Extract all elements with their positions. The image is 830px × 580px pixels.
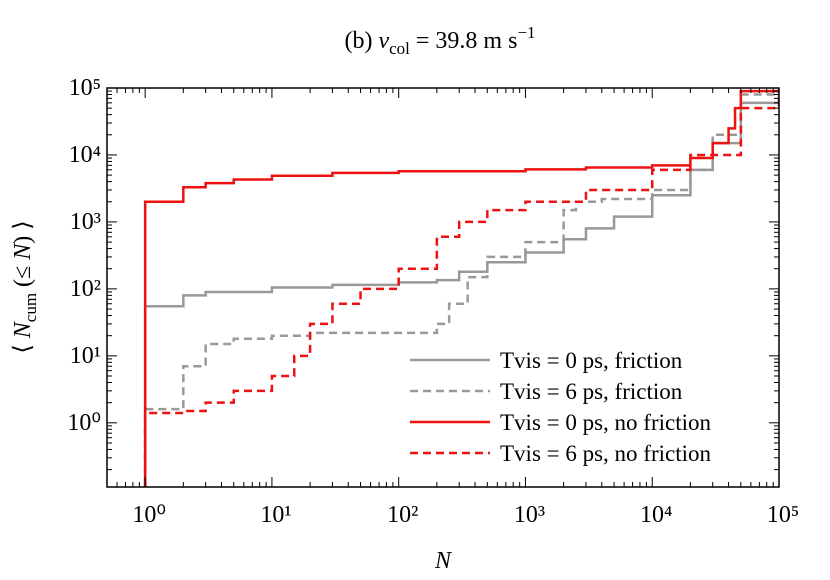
y-axis-label: ⟨ Ncum (≤ N) ⟩ [10,220,40,353]
ylabel-part: cum [21,293,40,322]
y-tick-label: 10⁰ [67,410,101,436]
title-part: col [389,39,410,58]
series-line [143,91,779,487]
series-line [143,94,779,487]
y-tick-label: 10¹ [70,343,101,369]
x-tick-label: 10¹ [260,502,291,528]
ylabel-part: ) ⟩ [10,220,36,243]
x-tick-label: 10⁵ [767,502,799,528]
chart-title: (b) vcol = 39.8 m s−1 [344,23,535,58]
x-tick-label: 10⁴ [640,502,672,528]
title-part: = 39.8 m s [410,28,518,54]
title-part: v [378,28,389,54]
series-line [143,91,779,487]
title-part: (b) [344,28,378,54]
y-tick-label: 10² [70,276,101,302]
legend-label: Tvis = 0 ps, no friction [500,410,712,435]
x-tick-label: 10³ [514,502,545,528]
ylabel-part: N [10,320,36,339]
series-line [143,88,779,487]
ylabel-part: N [10,242,36,261]
y-tick-label: 10⁴ [69,142,101,168]
x-tick-label: 10² [387,502,418,528]
x-axis-label: N [434,548,453,574]
title-part: −1 [517,23,535,42]
y-tick-label: 10⁵ [69,75,101,101]
ylabel-part: ⟨ [10,338,36,353]
plot-frame [106,87,780,488]
x-tick-label: 10⁰ [132,502,166,528]
legend-label: Tvis = 6 ps, friction [500,379,683,404]
y-tick-label: 10³ [70,209,101,235]
legend-label: Tvis = 6 ps, no friction [500,441,712,466]
legend-label: Tvis = 0 ps, friction [500,348,683,373]
ylabel-part: (≤ [10,260,36,293]
